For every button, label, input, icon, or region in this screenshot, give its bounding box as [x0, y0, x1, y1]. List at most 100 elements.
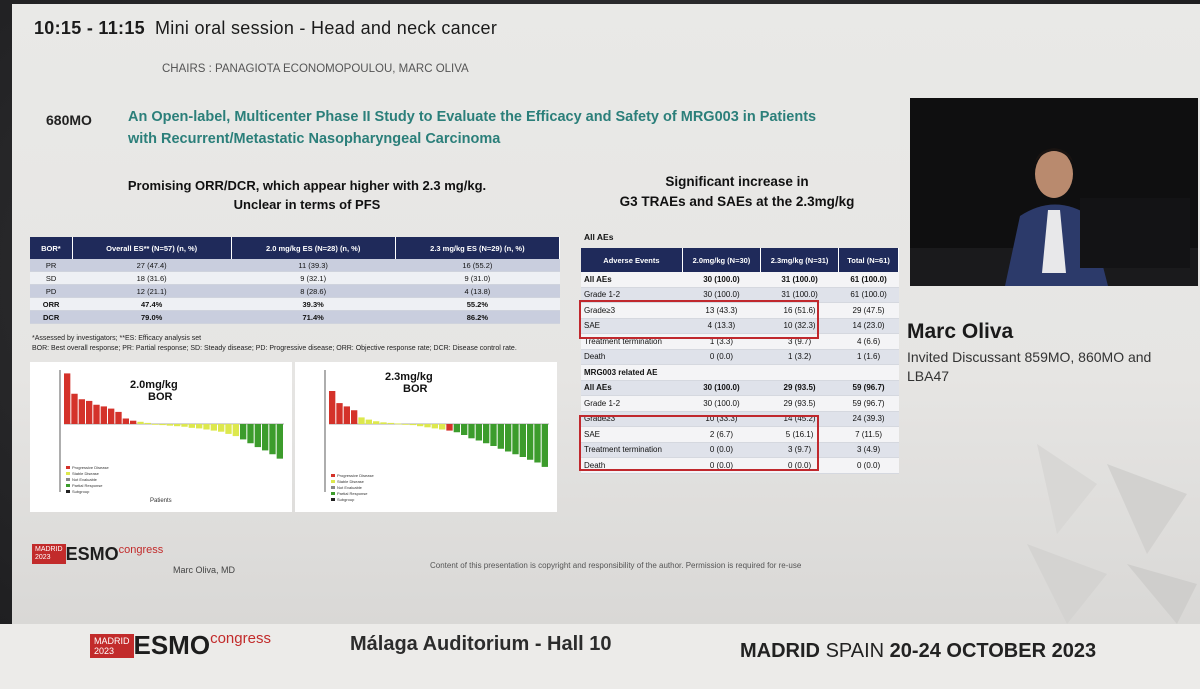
waterfall-bar: [351, 410, 358, 424]
presenter-name: Marc Oliva, MD: [173, 565, 236, 575]
table-header-cell: BOR*: [30, 237, 73, 259]
table-row: Treatment termination 0 (0.0) 3 (9.7) 3 (4.…: [581, 442, 899, 458]
right-heading: Significant increase in G3 TRAEs and SAE…: [582, 172, 892, 212]
left-heading-line1: Promising ORR/DCR, which appear higher w…: [127, 178, 487, 193]
waterfall-bar: [254, 424, 261, 448]
table-cell: 29 (93.5): [760, 395, 839, 412]
waterfall-bar: [343, 406, 350, 424]
waterfall-bar: [512, 424, 519, 455]
speaker-role: Invited Discussant 859MO, 860MO and LBA4…: [907, 349, 1152, 384]
city: MADRID: [740, 640, 820, 662]
table-cell: Grade 1-2: [581, 287, 683, 303]
waterfall-bar: [387, 422, 394, 424]
session-title: 10:15 - 11:15 Mini oral session - Head an…: [34, 18, 497, 39]
table-row: SAE 2 (6.7) 5 (16.1) 7 (11.5): [581, 426, 899, 443]
table-cell: 4 (13.3): [682, 318, 761, 334]
bottom-bar: [0, 624, 1200, 689]
decorative-pattern: [1027, 444, 1197, 624]
table-row: Grade≥3 10 (33.3) 14 (45.2) 24 (39.3): [581, 411, 899, 427]
table-header-cell: 2.0 mg/kg ES (N=28) (n, %): [231, 237, 396, 259]
table-cell: 3 (9.7): [760, 442, 839, 458]
waterfall-bar: [431, 424, 438, 429]
table-row: PD 12 (21.1) 8 (28.6) 4 (13.8): [30, 284, 560, 298]
table-cell: 1 (1.6): [838, 349, 899, 365]
table-row: Death 0 (0.0) 1 (3.2) 1 (1.6): [581, 349, 899, 365]
adverse-events-table: Adverse Events 2.0mg/kg (N=30) 2.3mg/kg (N…: [581, 248, 899, 474]
table-cell: ORR: [30, 297, 73, 311]
waterfall-bar: [527, 424, 534, 460]
waterfall-bar: [188, 424, 195, 428]
copyright-note: Content of this presentation is copyrigh…: [430, 561, 802, 570]
waterfall-bar: [93, 404, 100, 424]
waterfall-bar: [439, 424, 446, 430]
footnote-1: *Assessed by investigators; **ES: Effica…: [32, 335, 202, 342]
table-cell: 61 (100.0): [838, 287, 899, 303]
bor-table: BOR* Overall ES** (N=57) (n, %) 2.0 mg/kg …: [30, 237, 561, 324]
legend-swatch: [66, 472, 70, 475]
table-cell: 59 (96.7): [838, 380, 899, 396]
esmo-year: 2023: [35, 554, 51, 561]
legend-label: Subgroup: [337, 497, 355, 502]
waterfall-bar: [115, 411, 122, 424]
session-time: 10:15 - 11:15: [34, 18, 145, 38]
legend-swatch: [331, 480, 335, 483]
chairs: CHAIRS : PANAGIOTA ECONOMOPOULOU, MARC O…: [162, 63, 469, 75]
table-cell: 30 (100.0): [682, 380, 761, 396]
dates: 20-24 OCTOBER 2023: [889, 640, 1097, 662]
x-axis-label-1: Patients: [150, 498, 172, 504]
table-cell: 61 (100.0): [838, 272, 899, 288]
table-cell: 14 (45.2): [760, 411, 839, 427]
waterfall-bar: [519, 424, 526, 457]
waterfall-bar: [130, 420, 137, 424]
waterfall-bar: [100, 406, 107, 424]
waterfall-bar: [276, 424, 283, 459]
waterfall-bar: [64, 373, 71, 424]
legend-swatch: [66, 478, 70, 481]
esmo-brand-footer: ESMO: [133, 630, 211, 660]
chart2-label-line2: BOR: [403, 383, 428, 395]
table-cell: 16 (51.6): [760, 302, 839, 319]
waterfall-bar: [534, 424, 541, 463]
table-cell: 27 (47.4): [72, 259, 232, 272]
table-cell: Treatment termination: [581, 442, 683, 458]
esmo-badge: MADRID 2023: [32, 544, 66, 564]
waterfall-bar: [373, 421, 380, 424]
waterfall-bar: [122, 418, 129, 424]
table-row: All AEs 30 (100.0) 31 (100.0) 61 (100.0): [581, 272, 899, 288]
table-cell: 71.4%: [231, 310, 396, 324]
table-cell: SD: [30, 271, 73, 285]
table-cell: 47.4%: [72, 297, 232, 311]
esmo-city: MADRID: [35, 546, 63, 553]
waterfall-bar: [505, 424, 512, 452]
table-cell: Death: [581, 349, 683, 365]
legend-swatch: [66, 490, 70, 493]
table-cell: 31 (100.0): [760, 287, 839, 303]
waterfall-bar: [475, 424, 482, 441]
study-title: An Open-label, Multicenter Phase II Stud…: [128, 109, 817, 147]
table-cell: 79.0%: [72, 310, 232, 324]
table-header-cell: 2.3mg/kg (N=31): [760, 248, 840, 272]
table-cell: PR: [30, 259, 73, 272]
right-heading-line2: G3 TRAEs and SAEs at the 2.3mg/kg: [619, 194, 855, 209]
table-cell: 11 (39.3): [231, 259, 396, 272]
table-cell: 1 (3.2): [760, 349, 839, 365]
chart1-label-line1: 2.0mg/kg: [130, 379, 178, 391]
waterfall-bar: [108, 408, 115, 424]
waterfall-bar: [497, 424, 504, 449]
waterfall-bar: [210, 424, 217, 431]
waterfall-bar: [240, 424, 247, 440]
legend-label: Progressive Disease: [337, 473, 374, 478]
legend-swatch: [66, 466, 70, 469]
table-cell: 4 (6.6): [838, 333, 899, 350]
venue: Málaga Auditorium - Hall 10: [350, 633, 612, 655]
table-cell: 29 (47.5): [838, 302, 899, 319]
waterfall-bar: [71, 393, 78, 424]
legend-swatch: [331, 486, 335, 489]
table-cell: 16 (55.2): [395, 259, 560, 272]
waterfall-bar: [409, 424, 416, 426]
table-cell: 4 (13.8): [395, 284, 560, 298]
waterfall-bar: [395, 423, 402, 425]
table-cell: 8 (28.6): [231, 284, 396, 298]
waterfall-bar: [365, 419, 372, 424]
